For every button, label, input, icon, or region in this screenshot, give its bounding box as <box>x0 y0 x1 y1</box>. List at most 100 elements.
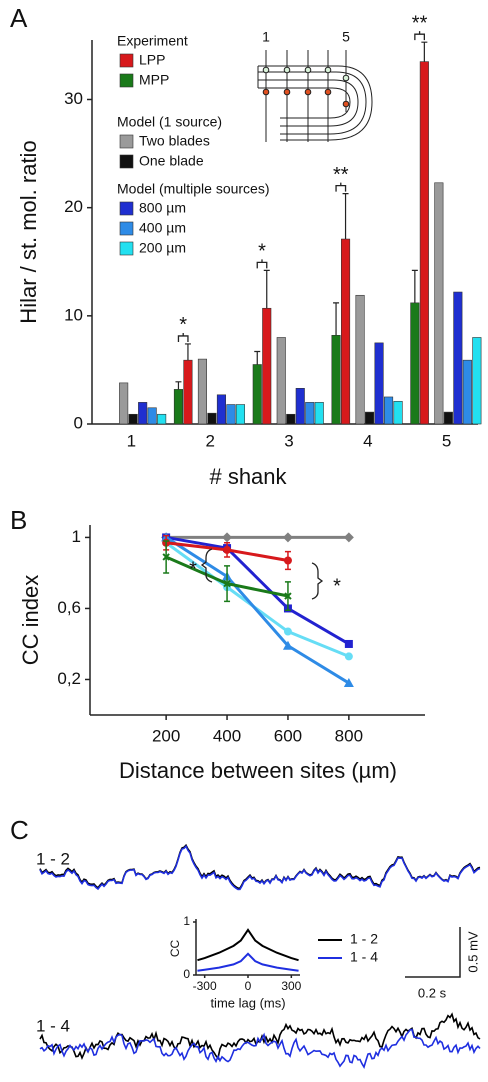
marker <box>282 640 293 650</box>
marker <box>282 532 293 543</box>
annotation: * <box>189 558 197 580</box>
panel-letter: C <box>10 815 29 845</box>
legend-label: MPP <box>139 72 169 88</box>
error-bar <box>333 302 340 336</box>
bar <box>173 389 183 425</box>
y-axis-label: CC <box>168 940 182 958</box>
line <box>165 536 350 685</box>
x-tick-label: 1 <box>127 431 136 450</box>
error-bar <box>184 343 191 361</box>
x-tick-label: 600 <box>274 726 302 745</box>
y-tick-label: 10 <box>64 305 83 324</box>
legend-label: 1 - 4 <box>350 949 378 965</box>
error-bar <box>254 350 261 365</box>
bar <box>286 413 296 425</box>
bar <box>434 182 444 425</box>
trace-label: 1 - 2 <box>36 849 70 868</box>
bracket <box>311 562 324 600</box>
trace <box>39 1028 481 1069</box>
trace-label: 1 - 4 <box>36 1016 70 1035</box>
legend-label: 800 µm <box>139 200 186 216</box>
marker <box>223 545 232 554</box>
marker <box>283 556 292 565</box>
x-tick-label: 4 <box>363 431 372 450</box>
bar <box>393 400 403 425</box>
bar <box>128 413 138 425</box>
significance-label: * <box>179 314 187 336</box>
bar <box>138 402 148 425</box>
marker <box>283 627 292 636</box>
x-axis-label: # shank <box>209 464 287 489</box>
error-bar <box>263 269 270 309</box>
legend-swatch <box>119 134 134 149</box>
significance-bracket <box>177 332 189 342</box>
bar <box>147 407 157 425</box>
legend-swatch <box>119 53 134 68</box>
bar <box>419 61 429 425</box>
diagram-label: 1 <box>262 29 270 45</box>
marker <box>343 678 354 688</box>
bar <box>472 337 482 425</box>
legend-group-title: Experiment <box>117 33 188 49</box>
y-tick-label: 1 <box>72 527 81 546</box>
bar <box>197 358 207 425</box>
line <box>165 535 350 646</box>
bar <box>216 394 226 425</box>
panel-letter: B <box>10 505 27 535</box>
error-bar <box>342 193 349 240</box>
shank-diagram <box>257 50 373 142</box>
panel-letter: A <box>10 3 28 33</box>
scale-bar-label: 0.2 s <box>418 985 447 1000</box>
significance-bracket <box>414 31 425 41</box>
bracket <box>200 548 213 583</box>
y-tick-label: 20 <box>64 197 83 216</box>
trace <box>39 843 481 890</box>
y-axis-label: Hilar / st. mol. ratio <box>16 140 41 323</box>
legend-swatch <box>119 154 134 169</box>
bar <box>252 364 262 425</box>
bar <box>462 359 472 425</box>
x-tick-label: 200 <box>152 726 180 745</box>
bar <box>453 291 463 425</box>
bar <box>183 359 193 425</box>
bar <box>235 404 245 425</box>
legend-label: One blade <box>139 153 204 169</box>
legend-label: Two blades <box>139 133 210 149</box>
bar <box>276 337 286 425</box>
significance-bracket <box>256 259 268 269</box>
significance-bracket <box>335 182 347 192</box>
bar <box>331 335 341 425</box>
legend-label: LPP <box>139 52 165 68</box>
marker <box>344 639 353 648</box>
bar <box>262 307 272 425</box>
diagram-label: 5 <box>342 29 350 45</box>
legend-swatch <box>119 73 134 88</box>
y-tick-label: 0,6 <box>57 598 81 617</box>
bar <box>410 302 420 425</box>
x-tick-label: 2 <box>205 431 214 450</box>
y-tick-label: 0 <box>74 413 83 432</box>
x-tick-label: -300 <box>193 979 217 993</box>
bar <box>207 412 217 425</box>
legend-group-title: Model (multiple sources) <box>117 181 270 197</box>
legend-group-title: Model (1 source) <box>117 114 222 130</box>
marker <box>284 592 292 600</box>
scale-bar-label: 0.5 mV <box>465 931 480 973</box>
bar <box>226 404 236 425</box>
y-tick-label: 1 <box>183 914 190 928</box>
scale-bar <box>405 927 461 978</box>
bar <box>374 342 384 425</box>
error-bar <box>411 269 418 303</box>
marker <box>222 532 233 543</box>
significance-label: ** <box>412 12 428 34</box>
x-tick-label: 800 <box>335 726 363 745</box>
bar <box>383 396 394 425</box>
y-tick-label: 0 <box>183 967 190 981</box>
x-tick-label: 300 <box>281 979 301 993</box>
x-axis-label: time lag (ms) <box>210 995 285 1010</box>
significance-label: * <box>258 241 266 263</box>
legend-label: 400 µm <box>139 220 186 236</box>
x-tick-label: 0 <box>245 979 252 993</box>
significance-label: ** <box>333 164 349 186</box>
